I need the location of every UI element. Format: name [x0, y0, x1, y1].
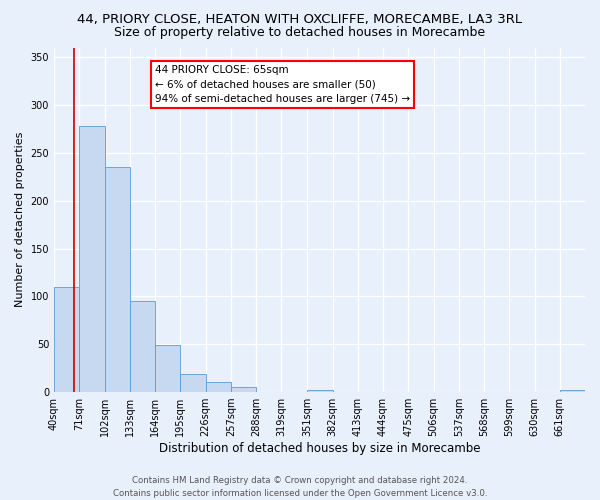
Bar: [206, 382, 231, 392]
Text: Size of property relative to detached houses in Morecambe: Size of property relative to detached ho…: [115, 26, 485, 39]
Bar: [54, 287, 79, 392]
Y-axis label: Number of detached properties: Number of detached properties: [15, 132, 25, 308]
Bar: [104, 167, 130, 392]
Bar: [560, 390, 585, 392]
Bar: [155, 345, 180, 392]
Bar: [180, 374, 206, 392]
Bar: [307, 390, 332, 392]
X-axis label: Distribution of detached houses by size in Morecambe: Distribution of detached houses by size …: [159, 442, 480, 455]
Bar: [79, 126, 104, 392]
Bar: [231, 388, 256, 392]
Bar: [130, 301, 155, 392]
Text: 44 PRIORY CLOSE: 65sqm
← 6% of detached houses are smaller (50)
94% of semi-deta: 44 PRIORY CLOSE: 65sqm ← 6% of detached …: [155, 64, 410, 104]
Text: Contains HM Land Registry data © Crown copyright and database right 2024.
Contai: Contains HM Land Registry data © Crown c…: [113, 476, 487, 498]
Text: 44, PRIORY CLOSE, HEATON WITH OXCLIFFE, MORECAMBE, LA3 3RL: 44, PRIORY CLOSE, HEATON WITH OXCLIFFE, …: [77, 12, 523, 26]
